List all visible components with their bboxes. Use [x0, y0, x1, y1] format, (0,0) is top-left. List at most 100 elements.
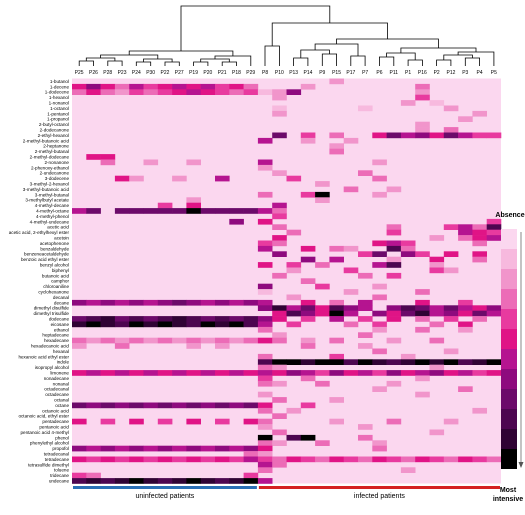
column-label: P7	[362, 70, 368, 76]
heatmap-cell	[372, 175, 387, 182]
heatmap-cell	[472, 240, 487, 247]
column-label: P5	[491, 70, 497, 76]
heatmap-cell	[272, 461, 287, 468]
heatmap-cell	[400, 100, 416, 106]
heatmap-cell	[429, 100, 445, 106]
column-labels: P25 P26 P28 P23 P24 P30 P22 P27 P19 P20 P21 P18 P29 P…	[75, 70, 497, 76]
heatmap-cell	[372, 321, 387, 328]
heatmap-cell	[229, 337, 244, 344]
heatmap-cell	[415, 391, 430, 398]
heatmap-cell	[172, 478, 187, 484]
heatmap-cell	[186, 370, 201, 376]
heatmap-cell	[129, 208, 144, 214]
column-label: P18	[232, 70, 241, 76]
heatmap-cell	[243, 316, 259, 322]
heatmap-cell	[272, 413, 287, 419]
heatmap-cell	[386, 256, 402, 263]
row-label: acetophenone	[40, 241, 70, 246]
row-label: eicosane	[51, 322, 70, 327]
row-label: 2-nonanone	[44, 160, 69, 165]
heatmap-cell	[114, 299, 130, 306]
column-label: P30	[146, 70, 155, 76]
heatmap-cell	[215, 402, 230, 409]
heatmap-cell	[200, 321, 216, 328]
heatmap-cell	[86, 208, 101, 214]
column-label: P9	[319, 70, 325, 76]
column-label: P19	[189, 70, 198, 76]
heatmap-cell	[458, 224, 473, 230]
heatmap-cell	[429, 429, 445, 436]
heatmap-cell	[86, 456, 101, 463]
heatmap-cell	[429, 267, 445, 274]
heatmap-cell	[86, 402, 101, 409]
row-label: 4-methyl-phenol	[36, 214, 69, 219]
heatmap-cell	[315, 370, 330, 376]
heatmap-cell	[329, 143, 344, 149]
heatmap-cell	[186, 418, 201, 425]
row-label: 2-heptanone	[43, 144, 69, 149]
heatmap-cell	[343, 310, 359, 317]
heatmap-cell	[72, 89, 87, 95]
heatmap-cells	[72, 78, 502, 484]
heatmap-cell	[172, 89, 187, 95]
heatmap-cell	[286, 267, 302, 274]
row-label: propofol	[52, 446, 69, 451]
heatmap-cell	[300, 434, 316, 441]
dendrogram-link	[193, 61, 209, 66]
column-label: P15	[332, 70, 341, 76]
legend-swatch	[501, 369, 517, 389]
heatmap-cell	[257, 440, 273, 446]
heatmap-cell	[215, 299, 230, 306]
heatmap-cell	[315, 197, 330, 203]
heatmap-cell	[415, 251, 430, 257]
heatmap-cell	[114, 208, 130, 214]
heatmap-cell	[300, 370, 316, 376]
heatmap-cell	[415, 370, 430, 376]
heatmap-cell	[272, 364, 287, 371]
heatmap-cell	[243, 321, 259, 328]
heatmap-cell	[386, 272, 402, 279]
heatmap-cell	[329, 148, 344, 155]
dendrogram-link	[221, 61, 237, 66]
legend-bottom-label: Most	[500, 487, 517, 494]
heatmap-cell	[114, 370, 130, 376]
heatmap-cell	[257, 434, 273, 441]
heatmap-cell	[272, 202, 287, 209]
heatmap-cell	[157, 370, 173, 376]
row-label: camphor	[51, 279, 69, 284]
heatmap-cell	[200, 299, 216, 306]
heatmap-cell	[443, 456, 459, 463]
row-label: cyclohexanone	[38, 290, 69, 295]
row-label: octane	[55, 403, 69, 408]
heatmap-cell	[486, 229, 502, 236]
heatmap-cell	[72, 316, 87, 322]
row-label: 3-methylbutyl acetate	[25, 198, 69, 203]
heatmap-cell	[229, 478, 244, 484]
heatmap-cell	[172, 83, 187, 90]
heatmap-cell	[129, 456, 144, 463]
dendrogram-link	[457, 51, 495, 66]
heatmap-cell	[372, 191, 387, 198]
heatmap-cell	[358, 332, 373, 338]
heatmap-cell	[329, 78, 344, 85]
column-label: P2	[434, 70, 440, 76]
column-label: P13	[289, 70, 298, 76]
heatmap-cell	[129, 316, 144, 322]
heatmap-cell	[215, 456, 230, 463]
heatmap-cell	[300, 137, 316, 144]
column-label: P20	[203, 70, 212, 76]
heatmap-cell	[443, 370, 459, 376]
heatmap-cell	[157, 402, 173, 409]
column-label: P28	[103, 70, 112, 76]
heatmap-cell	[215, 89, 230, 95]
dendrogram-link	[107, 60, 123, 66]
heatmap-cell	[358, 299, 373, 306]
heatmap-cell	[172, 321, 187, 328]
heatmap-cell	[215, 370, 230, 376]
heatmap-cell	[386, 186, 402, 193]
heatmap-cell	[157, 83, 173, 90]
heatmap-cell	[486, 370, 502, 376]
heatmap-cell	[372, 359, 387, 365]
heatmap-cell	[443, 359, 459, 365]
row-label: octanoic acid	[42, 408, 69, 413]
